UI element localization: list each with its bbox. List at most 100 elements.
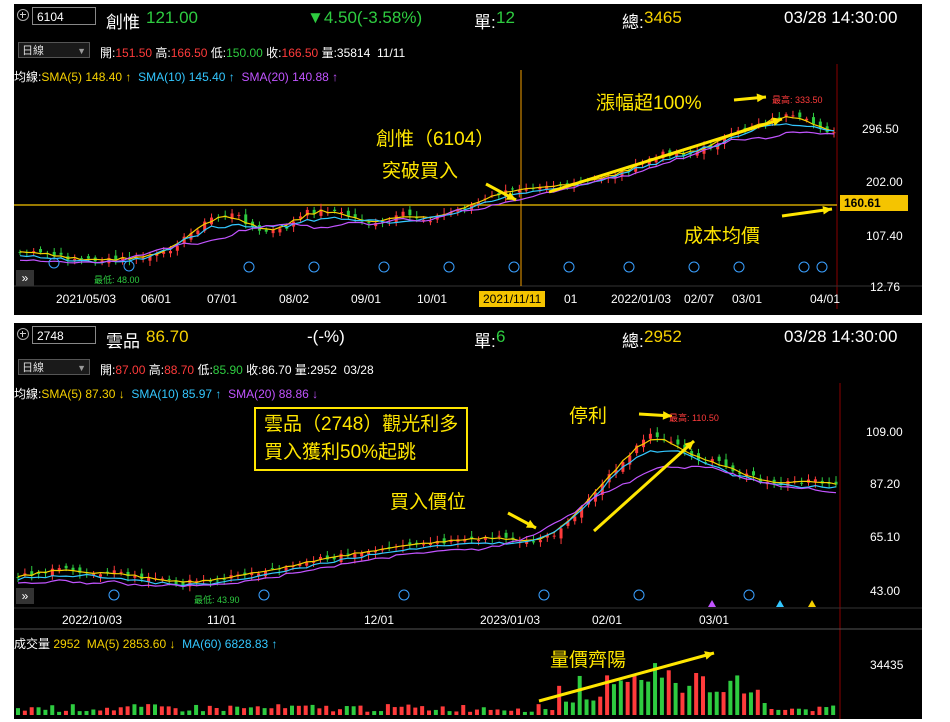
x-tick-6: 10/01 [417, 292, 448, 306]
candle-body [333, 209, 337, 211]
buy-arrow-head [526, 519, 536, 528]
x-tick-2: 06/01 [141, 292, 172, 306]
volume-bar [728, 680, 733, 715]
volume-bar [605, 675, 610, 715]
candle-body [181, 582, 185, 586]
candle-body [298, 216, 302, 219]
trend-arrow-head [772, 117, 782, 126]
ohlc-row: 開:151.50 高:166.50 低:150.00 收:166.50 量:35… [100, 44, 405, 61]
last-price: 121.00 [146, 8, 198, 27]
candle-body [353, 214, 357, 218]
sma10-line [19, 123, 835, 264]
high-label: 高: [148, 363, 165, 377]
candle-body [752, 471, 756, 476]
close-label: 收: [246, 363, 262, 377]
add-icon[interactable] [17, 9, 29, 21]
candle-body [373, 551, 377, 553]
event-marker [108, 589, 120, 601]
period-select[interactable]: 日線 ▼ [18, 42, 90, 58]
candle-body [312, 209, 316, 214]
event-marker [538, 589, 550, 601]
x-tick-11: 04/01 [810, 292, 841, 306]
fast-forward-button[interactable]: » [16, 588, 34, 604]
candle-body [71, 567, 75, 571]
event-marker [258, 589, 270, 601]
candle-body [244, 214, 248, 225]
candle-body [655, 432, 659, 438]
sma5-line [17, 438, 837, 584]
candle-body [141, 257, 145, 259]
stock-name: 雲品 [106, 332, 140, 351]
event-marker [123, 260, 135, 272]
volume-bar [803, 709, 808, 715]
ma-label: 均線: [14, 387, 42, 401]
volume-bar [84, 711, 89, 715]
fast-forward-button[interactable]: » [16, 270, 34, 286]
stock-code-input[interactable]: 6104 [32, 7, 96, 25]
candle-body [237, 214, 241, 216]
candle-body [264, 229, 268, 232]
sma10-value: SMA(10) 145.40 ↑ [138, 70, 235, 84]
candle-body [140, 573, 144, 580]
signal-triangle [708, 600, 716, 607]
volume-bar [365, 711, 370, 715]
low-label: 低: [210, 46, 227, 60]
candle-body [827, 482, 831, 484]
volume-bar [831, 705, 836, 715]
volume-bar [255, 706, 260, 715]
candle-body [422, 219, 426, 221]
volume-bar [351, 706, 356, 715]
candle-body [119, 571, 123, 573]
volume-header: 成交量 2952 MA(5) 2853.60 ↓ MA(60) 6828.83 … [14, 635, 278, 652]
candle-body [380, 549, 384, 551]
stock-code-input[interactable]: 2748 [32, 326, 96, 344]
candle-body [786, 480, 790, 486]
annotation-box: 雲品（2748）觀光利多 買入獲利50%起跳 [254, 407, 469, 471]
candle-body [525, 541, 529, 544]
datetime: 03/28 14:30:00 [784, 8, 898, 27]
candle-body [78, 567, 82, 573]
add-icon[interactable] [17, 328, 29, 340]
volume-bar [632, 675, 637, 715]
candle-body [30, 571, 34, 576]
candle-body [538, 540, 542, 543]
stock-name: 創惟 [106, 13, 140, 32]
candle-body [710, 459, 714, 463]
volume-bar [337, 709, 342, 715]
candle-body [449, 540, 453, 543]
candle-body [92, 573, 96, 576]
low-note: 最低: 43.90 [194, 595, 240, 605]
volume-bar [502, 710, 507, 715]
vol-label: 量: [294, 363, 311, 377]
volume-bar [488, 709, 493, 715]
candle-body [834, 481, 838, 485]
period-select[interactable]: 日線 ▼ [18, 359, 90, 375]
candle-body [517, 190, 521, 193]
candle-body [305, 562, 309, 566]
volume-bar [413, 707, 418, 715]
volume-bar [406, 704, 411, 715]
volume-bar [790, 708, 795, 715]
open-value: 151.50 [115, 46, 153, 60]
volume-bar [618, 680, 623, 715]
annotation-stock: 創惟（6104） [376, 129, 495, 150]
candle-body [456, 209, 460, 212]
x-tick-4: 08/02 [279, 292, 310, 306]
current-price-box: 160.61 [840, 195, 908, 211]
volume-bar [187, 710, 192, 715]
high-note: 最高: 333.50 [772, 95, 823, 105]
sma10-value: SMA(10) 85.97 ↑ [131, 387, 222, 401]
volume-bar [310, 704, 315, 715]
volume-bar [454, 711, 459, 715]
y-tick-1: 296.50 [862, 122, 899, 136]
volume-bar [659, 677, 664, 715]
candle-body [188, 579, 192, 587]
volume-bar [509, 710, 514, 715]
candle-body [98, 574, 102, 577]
candle-body [800, 482, 804, 484]
annotation-volume: 量價齊陽 [550, 650, 627, 671]
candle-body [449, 211, 453, 215]
price-change: ▼4.50(-3.58%) [307, 8, 423, 27]
candle-body [470, 536, 474, 539]
candle-body [332, 556, 336, 560]
